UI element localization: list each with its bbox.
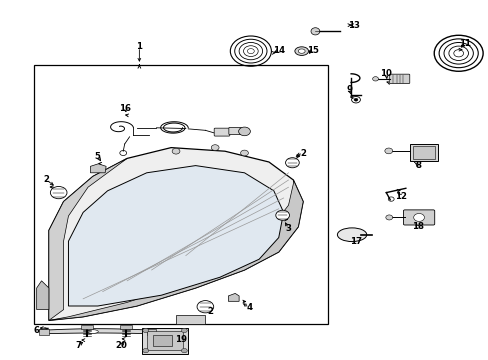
Text: 19: 19: [175, 335, 186, 344]
FancyBboxPatch shape: [214, 128, 229, 136]
Text: 10: 10: [380, 69, 391, 78]
Polygon shape: [228, 293, 239, 301]
FancyBboxPatch shape: [388, 74, 409, 84]
Text: 8: 8: [414, 161, 420, 170]
Text: 4: 4: [246, 303, 252, 312]
Circle shape: [385, 215, 392, 220]
Polygon shape: [68, 166, 283, 306]
FancyBboxPatch shape: [152, 335, 172, 346]
Text: 16: 16: [119, 104, 130, 112]
Text: 9: 9: [346, 85, 352, 94]
Bar: [120, 325, 132, 329]
Circle shape: [172, 148, 180, 154]
Circle shape: [384, 148, 392, 154]
FancyBboxPatch shape: [412, 146, 434, 159]
Circle shape: [413, 213, 424, 221]
Circle shape: [240, 150, 248, 156]
Ellipse shape: [298, 49, 305, 53]
Text: 2: 2: [300, 149, 305, 158]
Circle shape: [142, 328, 148, 333]
Polygon shape: [90, 164, 106, 173]
Circle shape: [211, 145, 219, 150]
Polygon shape: [37, 281, 49, 310]
FancyBboxPatch shape: [403, 210, 434, 225]
Bar: [34, 65, 327, 324]
Circle shape: [238, 127, 250, 136]
Circle shape: [285, 158, 299, 168]
FancyBboxPatch shape: [409, 144, 437, 161]
FancyBboxPatch shape: [146, 331, 183, 350]
Text: 12: 12: [394, 192, 406, 201]
FancyBboxPatch shape: [228, 127, 241, 135]
Text: 5: 5: [95, 152, 101, 161]
Ellipse shape: [337, 228, 366, 242]
Text: 2: 2: [207, 307, 213, 316]
Ellipse shape: [87, 330, 98, 333]
Bar: [176, 315, 205, 324]
Ellipse shape: [294, 47, 308, 55]
FancyBboxPatch shape: [142, 328, 188, 354]
Circle shape: [142, 348, 148, 353]
Polygon shape: [49, 158, 127, 320]
Text: 17: 17: [349, 237, 361, 246]
Circle shape: [353, 98, 357, 101]
Polygon shape: [49, 180, 303, 320]
Text: 7: 7: [75, 341, 81, 350]
Text: 3: 3: [285, 224, 291, 233]
Circle shape: [372, 77, 378, 81]
Bar: [81, 325, 93, 329]
Circle shape: [181, 328, 187, 333]
Text: 2: 2: [43, 175, 49, 184]
Ellipse shape: [310, 28, 319, 35]
Bar: [146, 329, 156, 335]
Text: 1: 1: [136, 42, 142, 51]
Text: 11: 11: [459, 39, 470, 48]
Text: 6: 6: [34, 325, 40, 335]
Text: 13: 13: [348, 21, 360, 30]
Text: 20: 20: [115, 341, 127, 350]
Circle shape: [197, 301, 213, 313]
Polygon shape: [44, 329, 151, 334]
Text: 14: 14: [272, 46, 284, 55]
Polygon shape: [49, 148, 303, 320]
Text: 18: 18: [411, 222, 423, 231]
Text: 15: 15: [306, 46, 318, 55]
Circle shape: [181, 348, 187, 353]
Bar: [39, 329, 49, 335]
Circle shape: [275, 210, 289, 220]
Circle shape: [50, 186, 67, 199]
